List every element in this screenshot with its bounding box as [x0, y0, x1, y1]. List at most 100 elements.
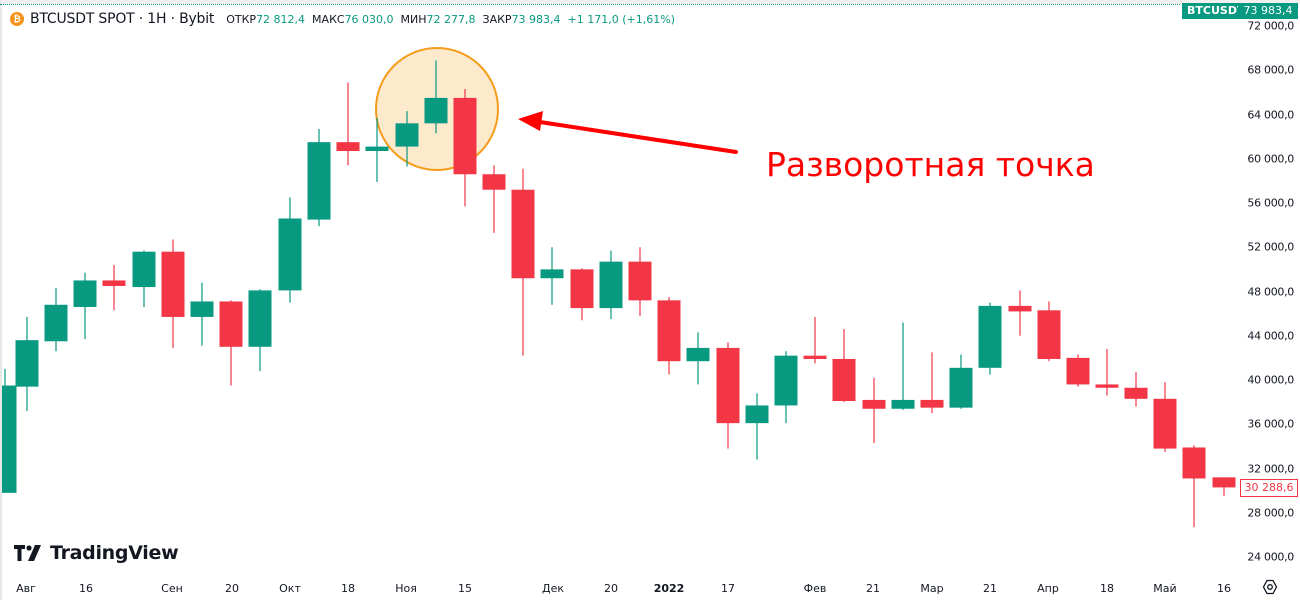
- bullish-candle[interactable]: [540, 247, 564, 305]
- bearish-candle[interactable]: [628, 247, 652, 316]
- bullish-candle[interactable]: [774, 351, 798, 424]
- reversal-point-label: Разворотная точка: [766, 145, 1095, 184]
- open-value: 72 812,4: [256, 12, 306, 26]
- last-bar-price-tag: 30 288,6: [1240, 479, 1298, 497]
- bearish-candle[interactable]: [511, 168, 535, 356]
- price-axis-label: 68 000,0: [1247, 63, 1294, 77]
- bearish-candle[interactable]: [453, 89, 477, 207]
- time-axis-label: Ноя: [395, 582, 417, 595]
- price-axis[interactable]: 72 000,0 68 000,0 64 000,0 60 000,0 56 000,0…: [1240, 0, 1300, 575]
- time-axis-label: Дек: [541, 582, 565, 595]
- bullish-candle[interactable]: [2, 368, 17, 493]
- price-axis-label: 24 000,0: [1247, 550, 1294, 564]
- top-border: [0, 0, 1300, 4]
- bearish-candle[interactable]: [920, 352, 944, 414]
- time-axis[interactable]: Авг 16 Сен 20 Окт 18 Ноя 15 Дек 20 2022 17 Фев 21 Мар 2…: [0, 575, 1300, 600]
- bullish-candle[interactable]: [395, 111, 419, 167]
- time-axis-label: Мар: [920, 582, 944, 595]
- time-axis-label: 18: [1100, 582, 1114, 595]
- bearish-candle[interactable]: [1008, 290, 1032, 336]
- bearish-candle[interactable]: [570, 268, 594, 321]
- settings-icon[interactable]: [1262, 579, 1278, 595]
- bullish-candle[interactable]: [73, 272, 97, 340]
- price-axis-label: 60 000,0: [1247, 152, 1294, 166]
- time-axis-label: 16: [79, 582, 93, 595]
- price-axis-label: 28 000,0: [1247, 506, 1294, 520]
- price-axis-label: 52 000,0: [1247, 240, 1294, 254]
- bearish-candle[interactable]: [1095, 349, 1119, 396]
- time-axis-label: Май: [1153, 582, 1177, 595]
- time-axis-label: 21: [983, 582, 997, 595]
- price-axis-label: 64 000,0: [1247, 108, 1294, 121]
- tradingview-logo-icon: [14, 545, 41, 561]
- bearish-candle[interactable]: [1212, 477, 1236, 497]
- time-axis-label: 18: [341, 582, 355, 595]
- time-axis-label: 16: [1217, 582, 1231, 595]
- price-axis-label: 48 000,0: [1247, 285, 1294, 298]
- time-axis-label: 20: [225, 582, 239, 595]
- low-value: 72 277,8: [426, 12, 476, 26]
- time-axis-label: Авг: [16, 582, 36, 595]
- price-axis-label: 56 000,0: [1247, 196, 1294, 210]
- bullish-candle[interactable]: [949, 354, 973, 409]
- high-value: 76 030,0: [344, 12, 394, 26]
- bullish-candle[interactable]: [132, 250, 156, 307]
- bullish-candle[interactable]: [248, 289, 272, 372]
- bullish-candle[interactable]: [15, 316, 39, 411]
- price-axis-label: 72 000,0: [1247, 19, 1294, 33]
- high-label: МАКС: [312, 12, 345, 26]
- bearish-candle[interactable]: [803, 316, 827, 364]
- bearish-candle[interactable]: [336, 82, 360, 166]
- open-label: ОТКР: [226, 12, 257, 26]
- bullish-candle[interactable]: [190, 282, 214, 346]
- symbol-legend[interactable]: ₿ BTCUSDT SPOT · 1H · Bybit ОТКР 72 812,…: [10, 9, 675, 29]
- close-value: 73 983,4: [511, 12, 561, 26]
- bullish-candle[interactable]: [365, 117, 389, 182]
- bearish-candle[interactable]: [1153, 382, 1177, 452]
- tradingview-wordmark: TradingView: [50, 542, 179, 564]
- time-axis-label: 2022: [653, 582, 685, 595]
- bullish-candle[interactable]: [424, 60, 448, 134]
- left-border: [0, 0, 2, 600]
- time-axis-label: Окт: [279, 582, 301, 595]
- tradingview-logo[interactable]: TradingView: [14, 542, 179, 564]
- bearish-candle[interactable]: [482, 165, 506, 233]
- time-axis-label: Апр: [1037, 582, 1059, 595]
- bearish-candle[interactable]: [1182, 445, 1206, 528]
- low-label: МИН: [400, 12, 427, 26]
- time-axis-label: 15: [458, 582, 472, 595]
- bullish-candle[interactable]: [599, 250, 623, 320]
- time-axis-label: 20: [604, 582, 618, 595]
- bitcoin-icon: ₿: [10, 12, 24, 26]
- time-axis-label: 21: [866, 582, 880, 595]
- bearish-candle[interactable]: [219, 300, 243, 386]
- price-axis-label: 36 000,0: [1247, 417, 1294, 431]
- bearish-candle[interactable]: [161, 239, 185, 348]
- time-axis-label: Фев: [803, 582, 827, 595]
- candlestick-chart[interactable]: [0, 0, 1240, 575]
- bearish-candle[interactable]: [657, 297, 681, 375]
- bearish-candle[interactable]: [832, 329, 856, 403]
- time-axis-label: Сен: [161, 582, 183, 595]
- price-axis-label: 40 000,0: [1247, 373, 1294, 387]
- time-axis-label: 17: [721, 582, 735, 595]
- bullish-candle[interactable]: [745, 393, 769, 460]
- bullish-candle[interactable]: [978, 302, 1002, 375]
- bullish-candle[interactable]: [44, 288, 68, 352]
- symbol-title[interactable]: BTCUSDT SPOT · 1H · Bybit: [30, 11, 215, 27]
- bullish-candle[interactable]: [891, 322, 915, 410]
- bullish-candle[interactable]: [686, 332, 710, 385]
- close-label: ЗАКР: [482, 12, 512, 26]
- bullish-candle[interactable]: [278, 197, 302, 303]
- bearish-candle[interactable]: [1037, 301, 1061, 362]
- bullish-candle[interactable]: [307, 128, 331, 227]
- change-value: +1 171,0 (+1,61%): [567, 12, 675, 26]
- bearish-candle[interactable]: [716, 342, 740, 449]
- bearish-candle[interactable]: [102, 264, 126, 311]
- annotation-arrow-shaft: [538, 120, 738, 154]
- price-axis-label: 32 000,0: [1247, 462, 1294, 475]
- bearish-candle[interactable]: [1124, 372, 1148, 407]
- bearish-candle[interactable]: [862, 377, 886, 444]
- annotation-arrow-head-icon: [518, 111, 543, 131]
- bearish-candle[interactable]: [1066, 354, 1090, 387]
